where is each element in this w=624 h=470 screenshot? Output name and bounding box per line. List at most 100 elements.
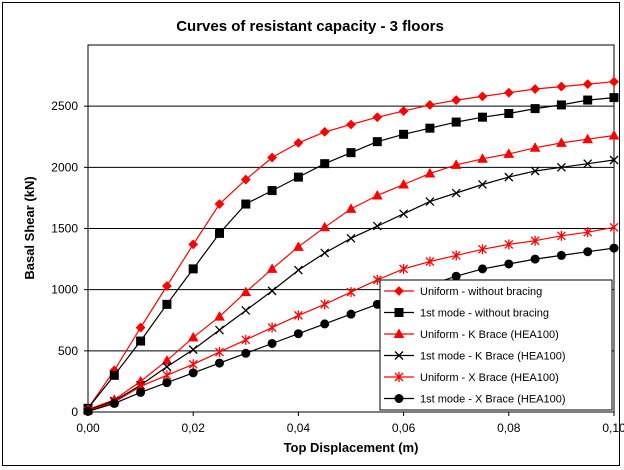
legend-box xyxy=(379,279,613,411)
data-point xyxy=(109,398,119,408)
data-point xyxy=(503,87,514,98)
data-point xyxy=(530,166,540,176)
data-point xyxy=(188,264,198,274)
x-tick-label: 0,10 xyxy=(602,421,624,435)
legend-marker xyxy=(394,372,404,382)
data-point xyxy=(399,129,409,139)
data-point xyxy=(267,152,278,163)
data-point xyxy=(530,235,540,246)
axis-ticks: 0 500 1000 1500 2000 2500 0,00 0,02 0,04 0,06 0,08… xyxy=(51,99,624,435)
data-point xyxy=(293,265,303,275)
data-point xyxy=(451,117,461,127)
legend-item: 1st mode - K Brace (HEA100) xyxy=(384,351,566,363)
data-point xyxy=(504,109,514,119)
data-point xyxy=(425,256,435,267)
legend-label: Uniform - K Brace (HEA100) xyxy=(420,329,559,341)
data-point xyxy=(478,112,487,122)
data-point xyxy=(556,230,566,241)
data-point xyxy=(609,222,619,233)
data-point xyxy=(320,248,330,258)
data-point xyxy=(529,142,541,152)
data-point xyxy=(161,355,173,365)
legend-label: 1st mode - K Brace (HEA100) xyxy=(420,351,566,363)
data-point xyxy=(320,319,330,329)
data-point xyxy=(398,178,409,189)
data-point xyxy=(478,244,487,255)
legend-item: 1st mode - without bracing xyxy=(384,308,549,320)
legend-marker xyxy=(394,351,404,360)
data-point xyxy=(609,243,619,253)
legend-label: 1st mode - without bracing xyxy=(420,308,549,320)
data-point xyxy=(372,221,382,231)
series-3 xyxy=(82,130,620,414)
data-point xyxy=(530,104,540,114)
x-tick-label: 0,00 xyxy=(76,421,100,435)
data-point xyxy=(583,227,593,238)
data-point xyxy=(293,172,303,182)
data-point xyxy=(136,336,146,346)
data-point xyxy=(530,254,540,264)
legend-item: Uniform - X Brace (HEA100) xyxy=(384,372,559,384)
data-point xyxy=(83,406,93,416)
data-point xyxy=(609,93,619,103)
y-tick-label: 1000 xyxy=(51,283,78,297)
legend-marker xyxy=(393,328,405,338)
legend-marker xyxy=(394,286,404,296)
data-point xyxy=(451,271,461,281)
data-point xyxy=(582,133,594,144)
data-point xyxy=(320,299,330,310)
x-tick-label: 0,06 xyxy=(392,421,416,435)
series-layer xyxy=(82,76,620,416)
legend: Uniform - without bracing 1st mode - with… xyxy=(379,279,613,411)
legend-marker xyxy=(394,308,404,317)
data-point xyxy=(161,281,172,291)
data-point xyxy=(214,311,225,321)
legend-item: Uniform - K Brace (HEA100) xyxy=(384,328,559,341)
data-point xyxy=(424,100,435,110)
data-point xyxy=(267,322,277,333)
data-point xyxy=(346,287,356,298)
y-tick-label: 2500 xyxy=(51,99,78,113)
data-point xyxy=(346,119,356,130)
x-axis-label: Top Displacement (m) xyxy=(284,440,419,455)
x-tick-label: 0,02 xyxy=(182,421,206,435)
data-point xyxy=(450,159,462,169)
data-point xyxy=(609,76,619,87)
y-tick-label: 1500 xyxy=(51,222,78,236)
data-point xyxy=(188,368,198,378)
data-point xyxy=(556,250,566,260)
data-point xyxy=(503,148,515,158)
legend-label: 1st mode - X Brace (HEA100) xyxy=(420,394,566,406)
y-tick-label: 2000 xyxy=(51,160,78,174)
data-point xyxy=(346,148,356,158)
data-point xyxy=(609,155,619,165)
data-point xyxy=(346,309,356,319)
x-tick-label: 0,04 xyxy=(287,421,311,435)
data-point xyxy=(109,370,119,380)
data-point xyxy=(162,362,172,372)
data-point xyxy=(451,250,461,261)
data-point xyxy=(582,79,593,90)
data-point xyxy=(478,180,487,189)
data-point xyxy=(399,209,409,219)
data-point xyxy=(583,95,593,105)
data-point xyxy=(346,233,356,243)
data-point xyxy=(372,112,383,123)
data-point xyxy=(188,345,198,355)
legend-label: Uniform - X Brace (HEA100) xyxy=(420,372,559,384)
data-point xyxy=(293,137,304,148)
data-point xyxy=(319,126,330,137)
data-point xyxy=(504,259,514,269)
data-point xyxy=(188,239,199,250)
data-point xyxy=(451,95,462,105)
data-point xyxy=(267,186,277,196)
data-point xyxy=(371,189,383,200)
data-point xyxy=(583,159,593,169)
data-point xyxy=(556,137,567,147)
data-point xyxy=(293,310,303,321)
data-point xyxy=(556,100,566,110)
legend-marker xyxy=(394,394,404,403)
data-point xyxy=(320,159,330,169)
data-point xyxy=(608,130,620,140)
